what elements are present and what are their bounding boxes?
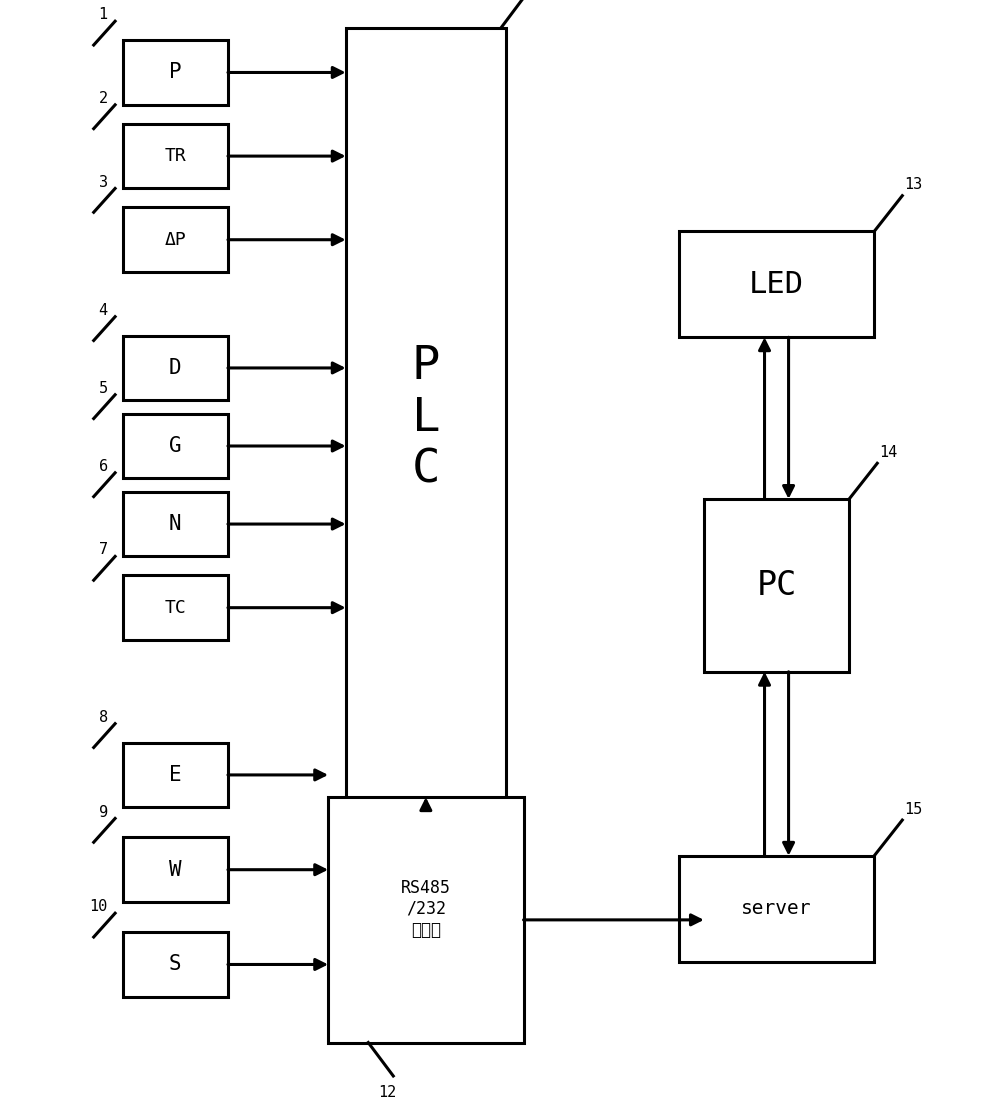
Text: 12: 12 xyxy=(378,1085,397,1099)
Bar xyxy=(122,414,227,478)
Text: P
L
C: P L C xyxy=(412,343,440,493)
Bar xyxy=(703,500,849,671)
Text: 5: 5 xyxy=(98,381,108,396)
Bar xyxy=(122,575,227,640)
Text: PC: PC xyxy=(757,569,797,602)
Text: 6: 6 xyxy=(98,459,108,474)
Text: 15: 15 xyxy=(904,802,923,816)
Bar xyxy=(122,40,227,105)
Text: ΔP: ΔP xyxy=(164,231,186,249)
Bar xyxy=(122,743,227,807)
Text: P: P xyxy=(169,62,181,83)
Text: 14: 14 xyxy=(880,445,898,459)
Bar xyxy=(122,837,227,902)
Text: W: W xyxy=(169,860,181,880)
Text: 4: 4 xyxy=(98,303,108,318)
Text: N: N xyxy=(169,514,181,534)
Bar xyxy=(122,207,227,272)
Text: LED: LED xyxy=(748,270,805,299)
Bar xyxy=(122,492,227,556)
Text: 7: 7 xyxy=(98,543,108,558)
Bar xyxy=(122,124,227,188)
Text: TR: TR xyxy=(164,147,186,165)
Text: E: E xyxy=(169,765,181,785)
Text: G: G xyxy=(169,436,181,456)
Text: 10: 10 xyxy=(89,900,108,914)
Bar xyxy=(122,336,227,400)
Text: S: S xyxy=(169,954,181,975)
Text: TC: TC xyxy=(164,599,186,617)
Text: 1: 1 xyxy=(98,8,108,22)
Text: server: server xyxy=(741,899,812,919)
Bar xyxy=(346,28,506,808)
Text: RS485
/232
转换器: RS485 /232 转换器 xyxy=(401,879,451,939)
Text: D: D xyxy=(169,358,181,378)
Text: 3: 3 xyxy=(98,175,108,190)
Bar xyxy=(329,797,523,1043)
Text: 2: 2 xyxy=(98,91,108,106)
Bar xyxy=(122,932,227,997)
Text: 13: 13 xyxy=(904,177,923,192)
Text: 8: 8 xyxy=(98,710,108,725)
Bar xyxy=(679,232,874,337)
Text: 9: 9 xyxy=(98,805,108,820)
Bar xyxy=(679,856,874,961)
